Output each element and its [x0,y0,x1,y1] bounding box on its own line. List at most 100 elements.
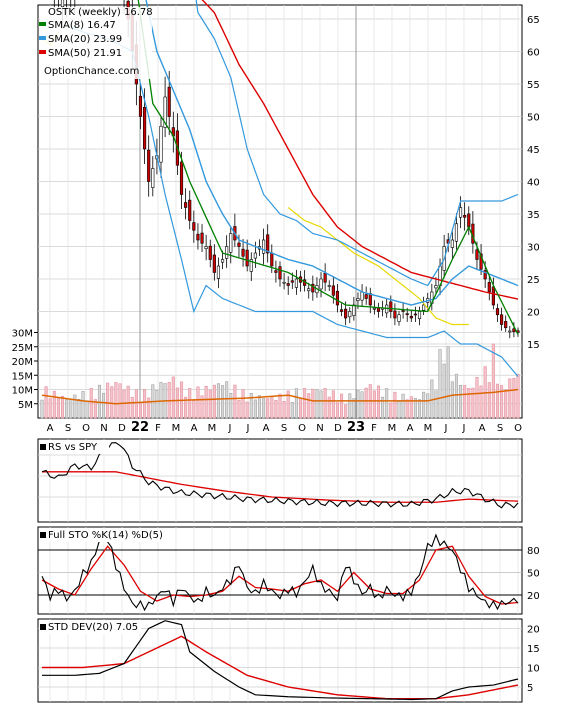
volume-bar [253,399,257,419]
volume-bar [245,401,249,419]
volume-bar [143,389,147,419]
volume-bar [397,401,401,419]
bollinger-lower-line [66,24,519,377]
candle-body [389,301,393,312]
volume-tick-label: 10M [12,386,33,397]
x-axis-label: S [497,423,503,434]
volume-bar [229,392,233,419]
volume-bar [331,390,335,419]
x-axis-label: M [424,423,433,434]
candle-body [220,259,225,263]
candle-body [344,308,348,319]
volume-bar [438,349,442,419]
candle-body [356,298,360,301]
x-axis-label: F [371,423,377,434]
candle-body [331,285,335,296]
volume-bar [409,396,413,419]
price-tick-label: 35 [527,210,540,221]
volume-tick-label: 5M [18,400,33,411]
x-axis-label: O [298,423,306,434]
x-axis-label: A [47,423,54,434]
volume-bar [155,389,159,419]
volume-bar [208,389,212,419]
candle-body [491,286,495,306]
candle-body [167,86,171,117]
candle-body [434,285,438,289]
volume-bar [40,399,44,419]
volume-bar [216,383,220,419]
sd-average-line [42,635,519,700]
candle-body [274,270,278,273]
volume-bar [311,388,315,419]
volume-bar [516,374,520,419]
volume-bar [294,388,298,419]
volume-bar [360,391,364,419]
candle-body [311,283,315,293]
x-axis-label: N [100,423,107,434]
sto-tick-label: 50 [527,569,540,580]
sd-swatch [40,624,46,630]
candle-body [192,222,196,231]
volume-bar [352,398,356,419]
volume-bar [130,396,134,419]
candle-body [282,281,286,284]
volume-bar [475,377,479,419]
volume-bar [184,396,188,419]
candle-body [159,125,163,163]
volume-bar [93,399,97,419]
legend-swatch [39,50,46,54]
volume-bar [504,389,508,419]
volume-bar [138,403,143,419]
price-tick-label: 45 [527,145,540,156]
volume-bar [204,385,208,419]
candle-body [376,307,381,312]
candle-body [286,283,290,286]
volume-bar [298,397,303,419]
candle-body [253,252,257,259]
candle-body [475,249,479,260]
candle-body [397,314,401,322]
x-axis-label: M [172,423,181,434]
candle-body [249,259,253,272]
candle-body [352,304,356,316]
volume-bar [381,396,385,419]
x-axis-label: M [208,423,217,434]
volume-bar [200,395,204,419]
volume-bar [44,386,48,419]
volume-bar [65,398,69,419]
volume-bar [249,392,253,419]
candle-body [450,239,454,248]
volume-bar [192,400,196,419]
legend-swatch [39,22,46,26]
candle-body [458,207,463,218]
price-tick-label: 40 [527,178,540,189]
volume-bar [405,399,409,419]
candle-body [262,239,266,254]
volume-bar [356,389,360,419]
sd-panel-title: STD DEV(20) 7.05 [48,622,138,633]
candle-body [278,266,282,280]
volume-bar [508,378,512,419]
sd-tick-label: 5 [527,683,533,694]
volume-bar [512,377,516,419]
volume-bar [459,384,463,419]
chart-title: OSTK (weekly) 16.78 [48,7,153,18]
volume-bar [175,387,179,419]
volume-bar [126,385,130,419]
x-axis-label: A [479,423,486,434]
volume-bar [290,402,294,419]
x-axis-label: F [155,423,161,434]
price-tick-label: 55 [527,80,540,91]
volume-bar [171,376,175,419]
candle-body [417,311,422,320]
rs-panel-title: RS vs SPY [48,442,98,453]
rs-line [41,442,519,509]
candle-body [479,253,483,270]
candle-body [266,234,270,254]
candle-body [184,202,188,208]
volume-bar [56,397,60,419]
x-axis-label: 23 [347,420,365,435]
volume-bar [262,398,266,419]
volume-bar [385,388,389,419]
price-tick-label: 25 [527,275,540,286]
